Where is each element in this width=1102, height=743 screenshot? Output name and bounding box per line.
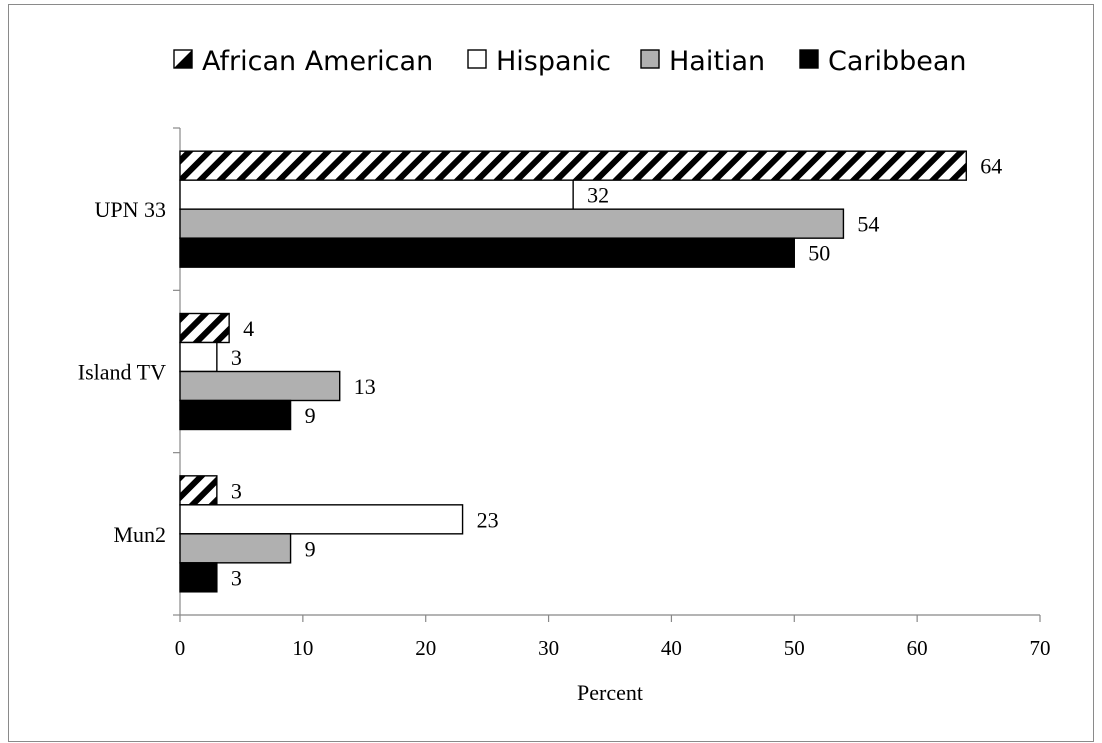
legend-swatch-haitian [640, 49, 660, 69]
legend-item-african-american: African American [173, 46, 433, 77]
legend-item-caribbean: Caribbean [799, 46, 967, 77]
data-label-african-american-mun2: 3 [231, 478, 242, 503]
data-label-hispanic-mun2: 23 [477, 507, 499, 532]
data-label-haitian-island-tv: 13 [354, 374, 376, 399]
bar-haitian-mun2 [179, 533, 292, 564]
x-tick-label: 0 [175, 636, 186, 660]
category-label-island-tv: Island TV [78, 360, 166, 385]
bar-caribbean-island-tv [179, 399, 292, 431]
bar-african-american-mun2 [179, 475, 218, 506]
data-label-caribbean-mun2: 3 [231, 565, 242, 590]
data-label-caribbean-island-tv: 9 [305, 403, 316, 428]
x-tick-label: 70 [1030, 636, 1051, 660]
x-axis-title: Percent [577, 680, 643, 705]
legend-label-hispanic: Hispanic [496, 46, 611, 77]
x-tick-label: 50 [784, 636, 805, 660]
legend-swatch-hatch [174, 50, 192, 68]
category-label-mun2: Mun2 [113, 522, 166, 547]
bar-haitian-island-tv [179, 370, 341, 402]
legend-item-hispanic: Hispanic [467, 46, 611, 77]
data-label-african-american-island-tv: 4 [243, 316, 254, 341]
x-tick-label: 30 [538, 636, 559, 660]
bar-caribbean-upn-33 [179, 237, 795, 268]
legend-label-haitian: Haitian [669, 46, 765, 77]
x-tick-label: 60 [907, 636, 928, 660]
legend-item-haitian: Haitian [640, 46, 765, 77]
bar-caribbean-mun2 [179, 562, 218, 593]
bars [179, 150, 967, 593]
x-tick-label: 40 [661, 636, 682, 660]
data-label-hispanic-island-tv: 3 [231, 345, 242, 370]
data-label-haitian-upn-33: 54 [857, 212, 879, 237]
data-label-hispanic-upn-33: 32 [587, 183, 609, 208]
bar-hispanic-upn-33 [179, 179, 574, 210]
axes: 0 10 20 30 40 50 60 70 Percent UPN 33 Island TV Mun… [78, 127, 1051, 705]
data-label-caribbean-upn-33: 50 [808, 241, 830, 266]
bar-african-american-island-tv [179, 312, 230, 344]
legend: African American Hispanic Haitian Caribbean [173, 46, 967, 77]
legend-swatch-caribbean [799, 49, 819, 69]
legend-label-african-american: African American [202, 46, 433, 77]
bar-african-american-upn-33 [179, 150, 967, 181]
legend-swatch-hispanic [467, 49, 487, 69]
bar-hispanic-mun2 [179, 504, 464, 535]
x-tick-label: 20 [415, 636, 436, 660]
bar-haitian-upn-33 [179, 208, 845, 239]
bar-hispanic-island-tv [179, 341, 218, 373]
legend-label-caribbean: Caribbean [828, 46, 967, 77]
data-label-haitian-mun2: 9 [305, 536, 316, 561]
x-tick-label: 10 [292, 636, 313, 660]
category-label-upn-33: UPN 33 [94, 197, 166, 222]
data-label-african-american-upn-33: 64 [980, 154, 1002, 179]
